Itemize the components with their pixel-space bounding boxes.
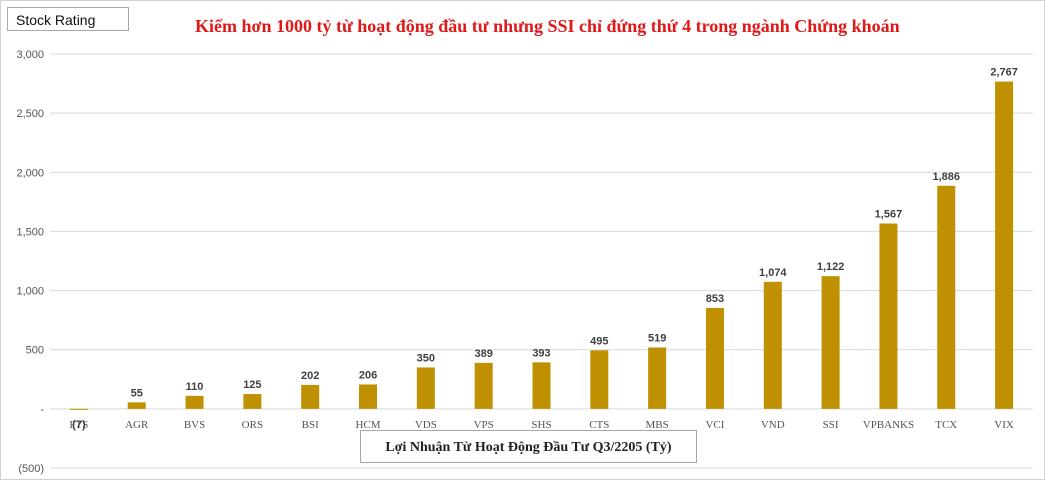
x-tick-label: BSI <box>302 419 319 431</box>
x-tick-label: TCX <box>935 419 957 431</box>
gridlines <box>50 53 1033 469</box>
bar <box>821 276 840 409</box>
y-tick-label: 2,500 <box>16 108 44 120</box>
y-tick-label: (500) <box>18 463 44 475</box>
y-tick-label: 1,500 <box>16 226 44 238</box>
x-axis-ticks: FTS AGR BVS ORS BSI HCM VDS VPS SHS CTS MBS VCI VND S… <box>69 419 1013 431</box>
data-label: 393 <box>532 347 550 359</box>
x-tick-label: VDS <box>415 419 437 431</box>
chart-title: Kiếm hơn 1000 tỷ từ hoạt động đầu tư như… <box>195 16 900 36</box>
stock-rating-badge: Stock Rating <box>7 7 129 31</box>
data-label: 389 <box>474 348 492 360</box>
data-label: 519 <box>648 332 666 344</box>
y-tick-label: - <box>40 404 44 416</box>
y-axis-ticks: (500) - 500 1,000 1,500 2,000 2,500 3,000 <box>16 49 44 475</box>
bar <box>474 362 493 409</box>
bar <box>69 408 88 410</box>
data-label: 1,567 <box>875 209 903 221</box>
bar <box>648 347 667 409</box>
bar <box>879 223 898 409</box>
x-tick-label: VND <box>761 419 785 431</box>
data-label: 2,767 <box>990 67 1018 79</box>
x-tick-label: SSI <box>823 419 839 431</box>
data-label: 202 <box>301 370 319 382</box>
x-tick-label: MBS <box>646 419 669 431</box>
x-tick-label: BVS <box>184 419 205 431</box>
y-tick-label: 2,000 <box>16 167 44 179</box>
x-tick-label: VIX <box>994 419 1014 431</box>
bar <box>763 281 782 409</box>
data-label: 55 <box>131 387 143 399</box>
bar <box>532 362 551 409</box>
bar <box>995 81 1014 409</box>
data-label: 1,122 <box>817 261 845 273</box>
y-tick-label: 3,000 <box>16 49 44 61</box>
bar <box>127 402 146 409</box>
data-label: 853 <box>706 293 724 305</box>
data-label: 206 <box>359 369 377 381</box>
x-tick-label: VCI <box>705 419 724 431</box>
data-label: 110 <box>186 381 204 393</box>
x-axis-title: Lợi Nhuận Từ Hoạt Động Đầu Tư Q3/2205 (T… <box>360 430 697 463</box>
data-labels: (7) 55 110 125 202 206 350 389 393 495 519 853 1,074… <box>72 67 1018 431</box>
data-label: 125 <box>243 379 261 391</box>
bar <box>359 384 378 409</box>
x-tick-label: HCM <box>355 419 380 431</box>
data-label: 1,886 <box>932 171 960 183</box>
bars <box>69 81 1014 410</box>
x-tick-label: VPS <box>474 419 494 431</box>
bar <box>590 350 609 409</box>
bar <box>705 307 724 409</box>
data-label: (7) <box>72 419 86 431</box>
x-tick-label: FTS <box>69 419 88 431</box>
bar <box>185 395 204 409</box>
bar <box>243 394 262 409</box>
bar <box>416 367 435 409</box>
bar <box>937 185 956 409</box>
data-label: 350 <box>417 352 435 364</box>
y-tick-label: 500 <box>26 345 44 357</box>
bar <box>301 384 320 409</box>
x-tick-label: ORS <box>242 419 263 431</box>
data-label: 495 <box>590 335 608 347</box>
data-label: 1,074 <box>759 267 787 279</box>
x-tick-label: VPBANKS <box>863 419 914 431</box>
y-tick-label: 1,000 <box>16 286 44 298</box>
x-tick-label: AGR <box>125 419 149 431</box>
x-tick-label: SHS <box>531 419 551 431</box>
x-tick-label: CTS <box>589 419 609 431</box>
